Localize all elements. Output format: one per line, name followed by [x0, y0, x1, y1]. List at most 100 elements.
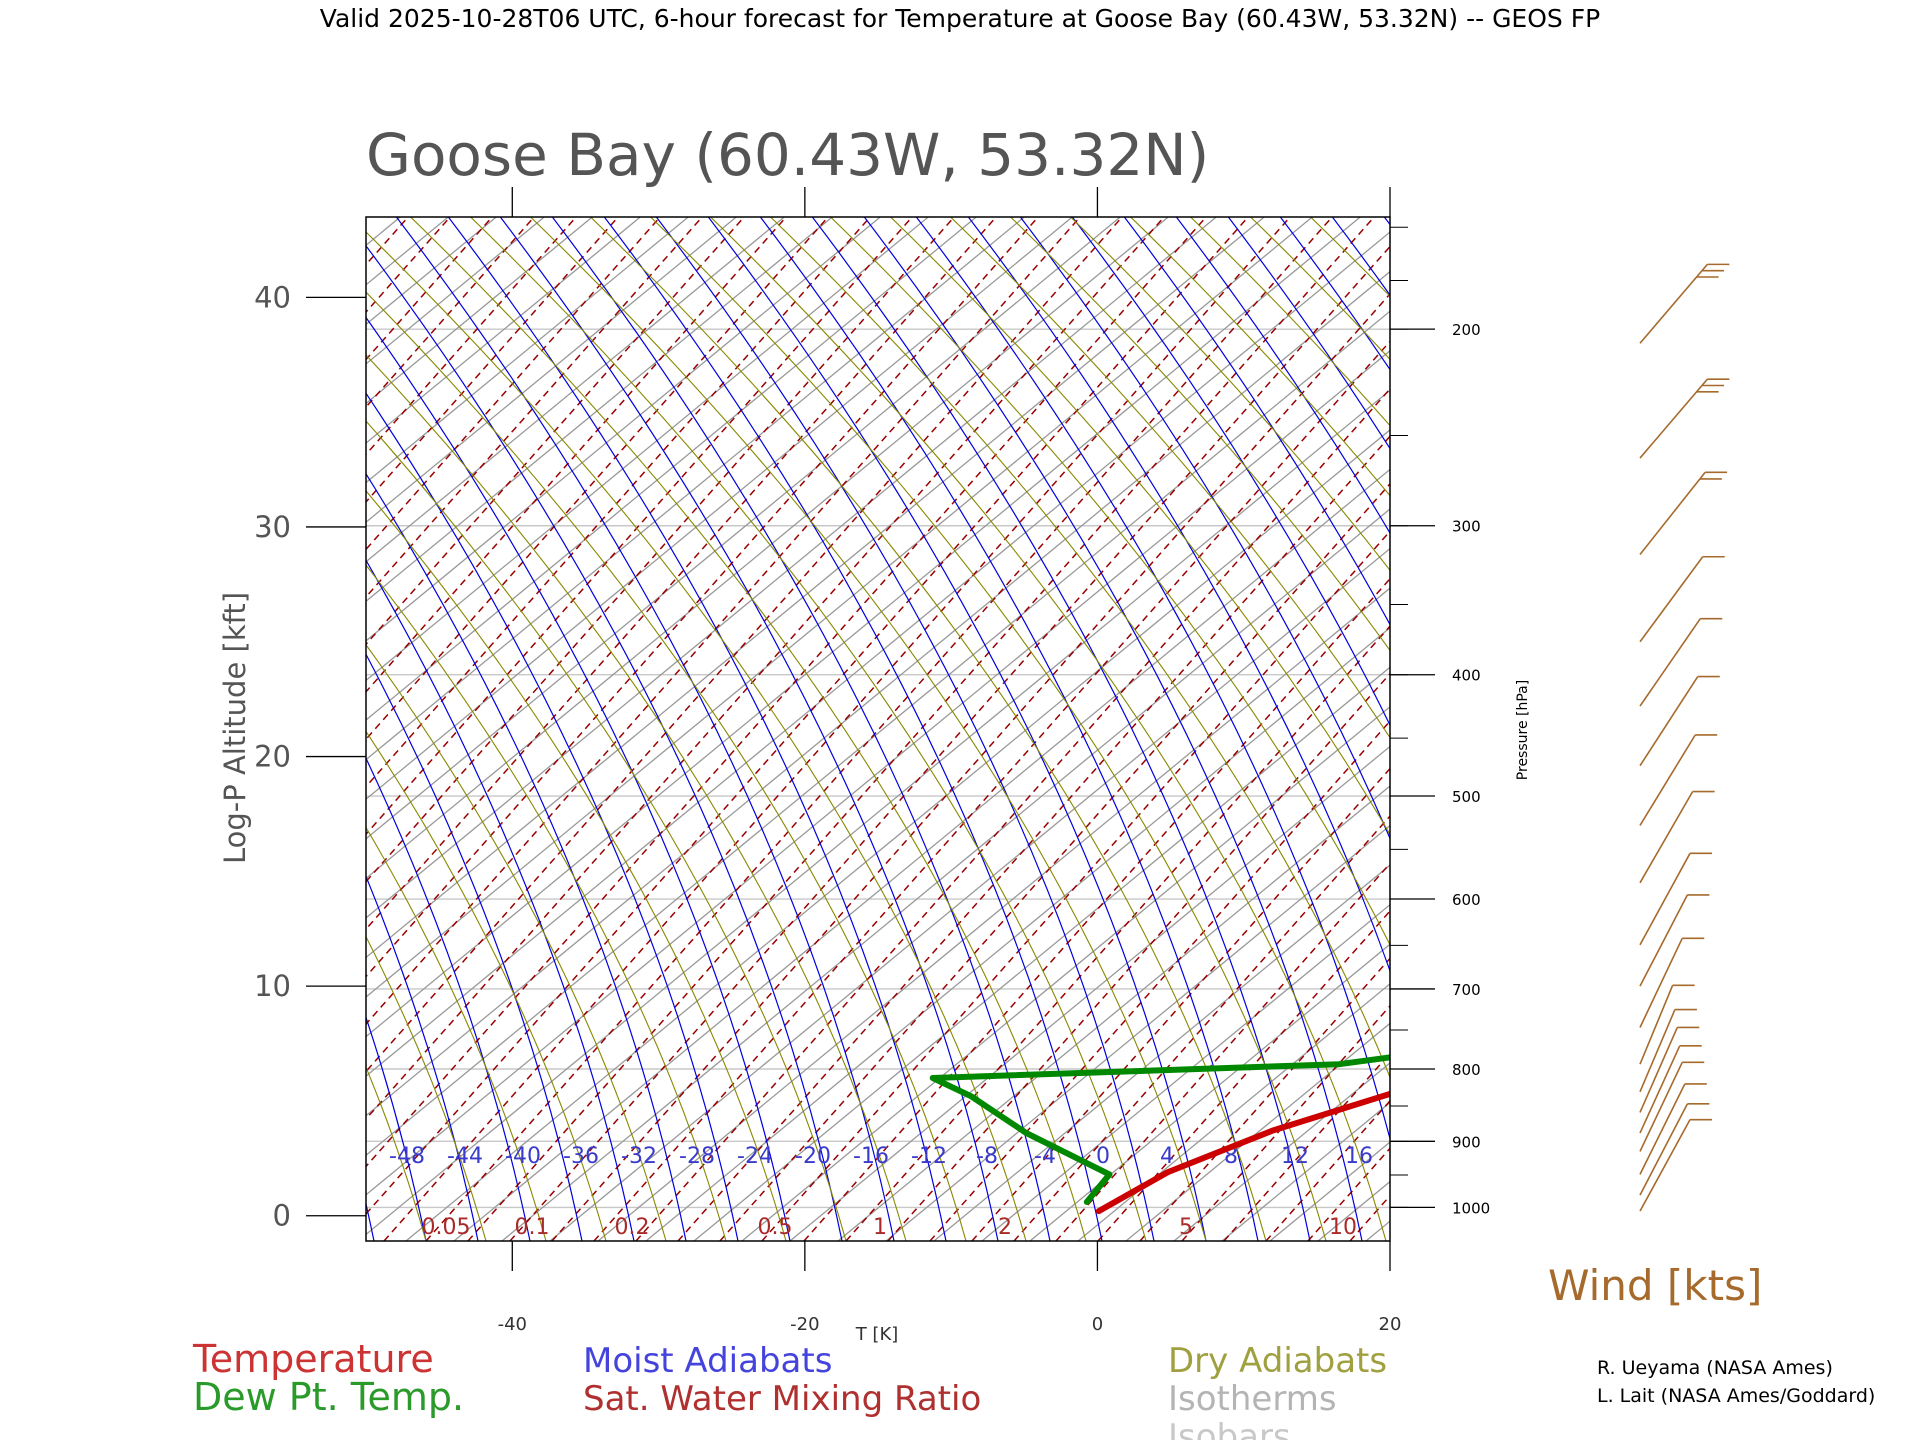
mixing-ratio-line [0, 217, 72, 1241]
moist-adiabat-line [811, 217, 1311, 1241]
dry-adiabat-line [0, 137, 246, 1241]
moist-adiabat-label: 4 [1160, 1144, 1174, 1169]
y-tick-label: 0 [273, 1199, 291, 1233]
moist-adiabat-line [915, 217, 1390, 1142]
pressure-tick-label: 900 [1452, 1133, 1481, 1151]
dry-adiabat-line [529, 217, 1207, 1241]
isotherm-line [366, 231, 1390, 1077]
moist-adiabat-line [863, 217, 1363, 1241]
isotherm-line [366, 217, 1361, 1038]
credit-line-2: L. Lait (NASA Ames/Goddard) [1597, 1385, 1875, 1407]
mixing-ratio-line [1307, 1147, 1390, 1241]
moist-adiabat-label: 12 [1281, 1144, 1309, 1169]
mixing-ratio-line [366, 217, 619, 504]
plot-frame [365, 216, 1391, 1242]
wind-barb-staff [1639, 852, 1691, 946]
moist-adiabat-label: -20 [795, 1144, 831, 1169]
y-tick-label: 20 [254, 740, 291, 774]
moist-adiabat-label: -28 [679, 1144, 715, 1169]
isotherm-line [366, 217, 737, 524]
isotherm-line [366, 217, 1265, 959]
legend-dry-adiabats: Dry Adiabats [1168, 1341, 1387, 1381]
dry-adiabat-line [1309, 217, 1390, 298]
isotherm-line [597, 587, 1390, 1241]
legend: Temperature Dew Pt. Temp. Moist Adiabats… [192, 1337, 1387, 1440]
wind-barbs [1639, 263, 1730, 1212]
isotherm-line [366, 349, 1390, 1196]
wind-label: Wind [kts] [1548, 1261, 1762, 1310]
dry-adiabat-line [366, 730, 607, 1241]
isotherm-line [1125, 1022, 1390, 1241]
header-text: Valid 2025-10-28T06 UTC, 6-hour forecast… [320, 4, 1600, 33]
dry-adiabat-line [649, 217, 1327, 1241]
profiles [929, 1054, 1390, 1215]
isotherm-line [0, 217, 208, 1241]
isotherm-line [366, 217, 1169, 880]
credit-line-1: R. Ueyama (NASA Ames) [1597, 1357, 1833, 1379]
chart-title: Goose Bay (60.43W, 53.32N) [366, 121, 1209, 189]
legend-mixing-ratio: Sat. Water Mixing Ratio [583, 1379, 981, 1419]
mixing-ratio-line [761, 530, 1390, 1241]
isotherm-line [1173, 1062, 1390, 1241]
pressure-tick-label: 300 [1452, 518, 1481, 536]
mixing-ratio-line [366, 217, 913, 836]
dry-adiabat-line [366, 354, 907, 1241]
isotherm-line [366, 217, 1025, 761]
mixing-ratio-line [0, 217, 198, 1241]
mixing-ratio-line [0, 217, 240, 1241]
isotherm-line [366, 217, 401, 247]
dry-adiabat-line [366, 1065, 427, 1241]
mixing-ratio-line [929, 720, 1390, 1241]
mixing-ratio-line [366, 217, 703, 598]
moist-adiabat-label: 16 [1345, 1144, 1373, 1169]
wind-barb-staff [1639, 1027, 1679, 1113]
moist-adiabat-line [759, 217, 1259, 1241]
y-tick-label: 10 [254, 969, 291, 1003]
x-axis-label: T [K] [855, 1324, 899, 1345]
x-tick-label: -20 [790, 1314, 819, 1335]
x-tick-label: 20 [1379, 1314, 1402, 1335]
isotherm-line [741, 705, 1390, 1241]
mixing-ratio-label: 0.1 [515, 1215, 550, 1240]
pressure-tick-label: 1000 [1452, 1199, 1490, 1217]
isotherm-line [1077, 982, 1390, 1241]
dry-adiabat-line [949, 217, 1390, 739]
wind-barb-staff [1639, 556, 1704, 643]
moist-adiabat-line [1227, 217, 1390, 450]
y-tick-label: 40 [254, 280, 291, 314]
dry-adiabat-line [366, 1238, 367, 1241]
legend-moist-adiabats: Moist Adiabats [583, 1341, 832, 1381]
wind-barb-staff [1639, 1009, 1676, 1093]
temperature-line [1095, 1090, 1390, 1215]
mixing-ratio-line [366, 217, 409, 266]
dry-adiabat-line [366, 935, 487, 1241]
moist-adiabat-line [1175, 217, 1390, 535]
mixing-ratio-line [366, 217, 1081, 1026]
wind-barb-staff [1639, 894, 1689, 987]
isotherm-line [1365, 1220, 1390, 1241]
isotherm-line [366, 217, 593, 405]
moist-adiabat-line [1383, 217, 1390, 226]
isotherm-line [0, 217, 352, 1241]
isotherm-line [549, 547, 1390, 1241]
x-tick-label: -40 [498, 1314, 527, 1335]
moist-adiabat-line [1279, 217, 1390, 371]
pressure-axis-label: Pressure [hPa] [1515, 680, 1531, 780]
isotherm-line [366, 310, 1390, 1157]
wind-barb-staff [1639, 937, 1683, 1028]
moist-adiabat-label: -24 [737, 1144, 773, 1169]
moist-adiabat-label: -32 [621, 1144, 657, 1169]
isotherm-line [366, 217, 545, 365]
mixing-ratio-line [425, 217, 1333, 1241]
mixing-ratio-label: 5 [1179, 1215, 1193, 1240]
dry-adiabat-line [366, 231, 1027, 1241]
isotherm-line [366, 217, 833, 603]
mixing-ratio-line [366, 217, 1123, 1073]
wind-barb-staff [1639, 1103, 1689, 1196]
isotherm-line [1221, 1101, 1390, 1241]
legend-isotherms: Isotherms [1168, 1379, 1337, 1419]
mixing-ratio-line [366, 217, 367, 219]
moist-adiabat-line [366, 756, 531, 1241]
moist-adiabat-line [366, 1015, 427, 1241]
mixing-ratio-label: 0.2 [615, 1215, 650, 1240]
